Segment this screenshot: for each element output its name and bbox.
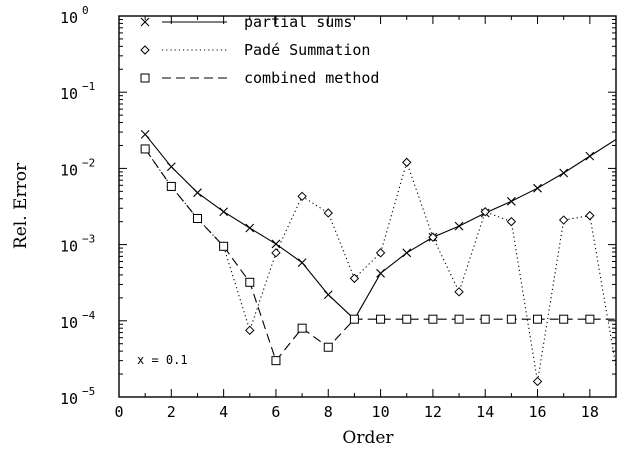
y-axis: 10 −5 10 −4 10 −3 10 −2 10 −1 10 0 [60,4,616,408]
data-point-square-marker [140,144,150,154]
y-tick-exponent: −3 [82,233,95,246]
legend: partial sums Padé Summation combined metho… [140,13,379,87]
data-point-x-marker [245,223,255,233]
data-point-x-marker [271,239,281,249]
data-point-square-marker [219,241,229,251]
series-square [140,144,616,366]
x-tick-label: 2 [167,403,176,421]
data-point-square-marker [585,314,595,324]
y-tick-exponent: −5 [82,385,95,398]
y-tick-label: 10 [60,9,78,27]
series-layer [140,129,616,387]
data-point-square-marker [533,314,543,324]
data-point-square-marker [559,314,569,324]
data-point-x-marker [140,129,150,139]
data-point-square-marker [166,181,176,191]
data-point-x-marker [297,258,307,268]
plot-frame [118,15,617,398]
annotation-text: x = 0.1 [137,353,188,367]
data-point-diamond-marker [140,45,150,55]
data-point-x-marker [559,168,569,178]
data-point-diamond-marker [558,215,569,225]
data-point-x-marker [166,162,176,172]
series-line [144,133,616,321]
x-axis-label: Order [342,428,394,448]
x-tick-label: 14 [476,403,494,421]
data-point-x-marker [219,207,229,217]
x-tick-label: 10 [372,403,390,421]
x-tick-label: 16 [528,403,546,421]
data-point-x-marker [402,248,412,258]
legend-label: Padé Summation [244,41,370,59]
data-point-square-marker [506,314,516,324]
y-tick-exponent: −2 [82,156,95,169]
data-point-diamond-marker [428,232,438,242]
y-tick-exponent: −4 [82,309,96,322]
y-axis-label: Rel. Error [11,162,31,249]
data-point-x-marker [585,151,595,161]
data-point-x-marker [193,188,202,198]
data-point-square-marker [402,314,412,324]
x-tick-label: 12 [424,403,442,421]
y-tick-label: 10 [60,314,78,332]
data-point-square-marker [140,73,150,83]
data-point-x-marker [140,17,150,27]
series-diamond [140,144,616,387]
x-tick-label: 18 [581,403,599,421]
data-point-square-marker [297,323,307,333]
data-point-square-marker [323,342,333,352]
y-tick-label: 10 [60,85,78,103]
data-point-diamond-marker [297,191,307,202]
data-point-square-marker [428,314,438,324]
data-point-x-marker [533,183,542,193]
data-point-diamond-marker [375,248,386,258]
data-point-diamond-marker [454,287,464,297]
data-point-square-marker [376,314,386,324]
y-tick-label: 10 [60,390,78,408]
data-point-diamond-marker [245,325,255,336]
legend-label: partial sums [244,13,352,31]
data-point-x-marker [454,221,464,231]
plot-area [118,15,617,398]
data-point-diamond-marker [532,376,543,387]
y-tick-label: 10 [60,238,78,256]
x-axis: 0 2 4 6 8 10 12 14 16 18 [114,16,617,421]
data-point-square-marker [454,314,464,324]
y-tick-label: 10 [60,161,78,179]
x-tick-label: 4 [219,403,228,421]
y-tick-exponent: 0 [82,4,89,17]
x-tick-label: 6 [271,403,280,421]
data-point-diamond-marker [349,273,360,284]
data-point-diamond-marker [323,208,333,218]
legend-label: combined method [244,69,379,87]
data-point-diamond-marker [480,207,490,217]
data-point-x-marker [323,290,333,300]
y-tick-exponent: −1 [82,80,95,93]
data-point-x-marker [506,196,516,206]
data-point-x-marker [376,268,385,278]
x-tick-label: 0 [114,403,123,421]
data-point-square-marker [271,356,281,366]
data-point-square-marker [349,314,359,324]
data-point-square-marker [245,277,255,287]
data-point-diamond-marker [402,157,412,168]
data-point-diamond-marker [271,248,281,258]
data-point-diamond-marker [585,210,595,221]
data-point-diamond-marker [506,216,517,227]
data-point-square-marker [192,214,202,224]
series-x [140,129,616,324]
data-point-square-marker [480,314,490,324]
x-tick-label: 8 [324,403,333,421]
